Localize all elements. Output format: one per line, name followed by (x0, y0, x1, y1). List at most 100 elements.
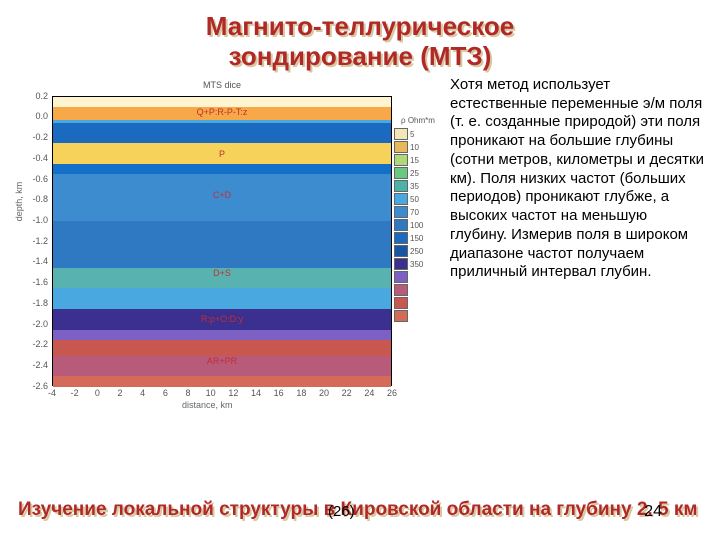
legend-value: 100 (410, 221, 423, 230)
legend-row: 10 (394, 141, 442, 154)
x-axis-label: distance, km (182, 400, 233, 410)
y-tick: -2.6 (32, 381, 48, 391)
legend-value: 35 (410, 182, 419, 191)
y-axis-label: depth, km (14, 181, 24, 221)
legend-row (394, 284, 442, 297)
chart-band (53, 221, 391, 268)
y-tick: -1.8 (32, 298, 48, 308)
legend-swatch (394, 297, 408, 309)
chart-band (53, 330, 391, 340)
slide-title: Магнито-теллурическое зондирование (МТЗ) (0, 0, 720, 72)
legend-row (394, 297, 442, 310)
x-tick: -4 (48, 388, 56, 398)
caption-text: Изучение локальной структуры в Кировской… (18, 499, 697, 520)
y-axis-ticks: 0.20.0-0.2-0.4-0.6-0.8-1.0-1.2-1.4-1.6-1… (12, 96, 50, 386)
legend-value: 150 (410, 234, 423, 243)
legend-swatch (394, 232, 408, 244)
legend-swatch (394, 219, 408, 231)
layer-label: Q+P:R-P-T:z (197, 107, 248, 117)
legend-row: 70 (394, 206, 442, 219)
legend-value: 5 (410, 130, 414, 139)
y-tick: -0.2 (32, 132, 48, 142)
y-tick: -1.6 (32, 277, 48, 287)
layer-label: AR+PR (207, 356, 237, 366)
legend-swatch (394, 258, 408, 270)
x-tick: 24 (364, 388, 374, 398)
y-tick: -2.0 (32, 319, 48, 329)
legend-swatch (394, 154, 408, 166)
chart-plot-area: Q+P:R-P-T:z P C+D D+S R:p+O:D:y AR+PR (52, 96, 392, 386)
x-tick: 14 (251, 388, 261, 398)
legend-swatch (394, 284, 408, 296)
layer-label: C+D (213, 190, 231, 200)
legend-value: 250 (410, 247, 423, 256)
chart-legend: ρ Ohm*m 5 10 15 25 35 50 70 100 150 250 350 (394, 116, 442, 323)
legend-swatch (394, 193, 408, 205)
content-row: MTS dice Q+P:R-P-T:z P C+D D+S R:p+O:D:y AR+P… (0, 72, 720, 416)
legend-value: 50 (410, 195, 419, 204)
legend-value: 10 (410, 143, 419, 152)
x-tick: 12 (228, 388, 238, 398)
x-tick: 8 (185, 388, 190, 398)
legend-title: ρ Ohm*m (394, 116, 442, 125)
legend-row: 100 (394, 219, 442, 232)
legend-value: 25 (410, 169, 419, 178)
title-line-1: Магнито-теллурическое (206, 11, 514, 41)
description-paragraph: Хотя метод использует естественные перем… (442, 76, 708, 416)
y-tick: -1.2 (32, 236, 48, 246)
x-tick: 18 (296, 388, 306, 398)
y-tick: 0.2 (35, 91, 48, 101)
x-tick: 26 (387, 388, 397, 398)
legend-value: 70 (410, 208, 419, 217)
y-tick: -1.4 (32, 256, 48, 266)
chart-band (53, 376, 391, 386)
x-tick: 4 (140, 388, 145, 398)
x-tick: 16 (274, 388, 284, 398)
mtz-chart: MTS dice Q+P:R-P-T:z P C+D D+S R:p+O:D:y AR+P… (12, 76, 442, 416)
legend-swatch (394, 167, 408, 179)
legend-row: 25 (394, 167, 442, 180)
y-tick: 0.0 (35, 111, 48, 121)
legend-swatch (394, 180, 408, 192)
page-reference: (26) (328, 503, 355, 522)
legend-row: 35 (394, 180, 442, 193)
y-tick: -0.8 (32, 194, 48, 204)
legend-row (394, 271, 442, 284)
legend-row (394, 310, 442, 323)
x-tick: 6 (163, 388, 168, 398)
chart-band (53, 123, 391, 144)
legend-swatch (394, 141, 408, 153)
y-tick: -2.4 (32, 360, 48, 370)
legend-value: 350 (410, 260, 423, 269)
slide-caption: Изучение локальной структуры в Кировской… (18, 498, 702, 522)
legend-row: 50 (394, 193, 442, 206)
y-tick: -0.6 (32, 174, 48, 184)
legend-row: 150 (394, 232, 442, 245)
legend-row: 250 (394, 245, 442, 258)
chart-band (53, 288, 391, 309)
y-tick: -0.4 (32, 153, 48, 163)
layer-label: D+S (213, 268, 231, 278)
legend-swatch (394, 206, 408, 218)
x-tick: 20 (319, 388, 329, 398)
legend-swatch (394, 128, 408, 140)
y-tick: -1.0 (32, 215, 48, 225)
legend-swatch (394, 271, 408, 283)
legend-row: 15 (394, 154, 442, 167)
chart-band (53, 340, 391, 356)
chart-title: MTS dice (52, 80, 392, 90)
layer-label: R:p+O:D:y (201, 314, 243, 324)
legend-value: 15 (410, 156, 419, 165)
chart-band (53, 97, 391, 107)
legend-swatch (394, 310, 408, 322)
legend-row: 5 (394, 128, 442, 141)
legend-row: 350 (394, 258, 442, 271)
x-tick: -2 (71, 388, 79, 398)
x-tick: 0 (95, 388, 100, 398)
x-tick: 2 (117, 388, 122, 398)
x-tick: 22 (342, 388, 352, 398)
layer-label: P (219, 149, 225, 159)
legend-swatch (394, 245, 408, 257)
y-tick: -2.2 (32, 339, 48, 349)
x-tick: 10 (206, 388, 216, 398)
